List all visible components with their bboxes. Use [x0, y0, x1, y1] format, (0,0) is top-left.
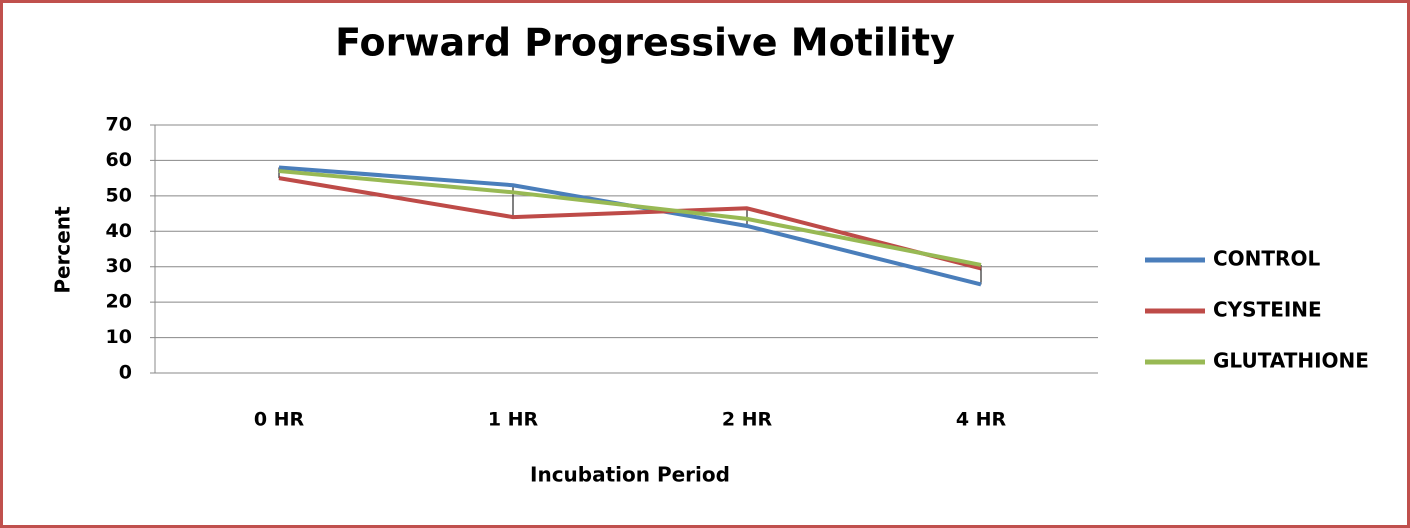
legend-label: GLUTATHIONE: [1213, 349, 1369, 373]
y-tick-label: 10: [106, 326, 132, 348]
y-tick-label: 30: [106, 255, 132, 277]
y-tick-label: 70: [106, 114, 132, 136]
series-line: [278, 169, 982, 267]
y-tick-label: 0: [119, 362, 132, 384]
legend-label: CONTROL: [1213, 247, 1320, 271]
y-tick-label: 60: [106, 149, 132, 171]
x-tick-label: 4 HR: [956, 409, 1007, 431]
y-tick-label: 20: [106, 291, 132, 313]
y-tick-label: 40: [106, 220, 132, 242]
x-tick-label: 2 HR: [722, 409, 773, 431]
x-tick-label: 1 HR: [488, 409, 539, 431]
x-axis-label: Incubation Period: [530, 463, 730, 487]
y-tick-label: 50: [106, 184, 132, 206]
x-tick-label: 0 HR: [254, 409, 305, 431]
legend-label: CYSTEINE: [1213, 298, 1322, 322]
y-axis-label: Percent: [51, 206, 75, 294]
series-line: [278, 176, 982, 271]
chart-title: Forward Progressive Motility: [335, 21, 955, 65]
